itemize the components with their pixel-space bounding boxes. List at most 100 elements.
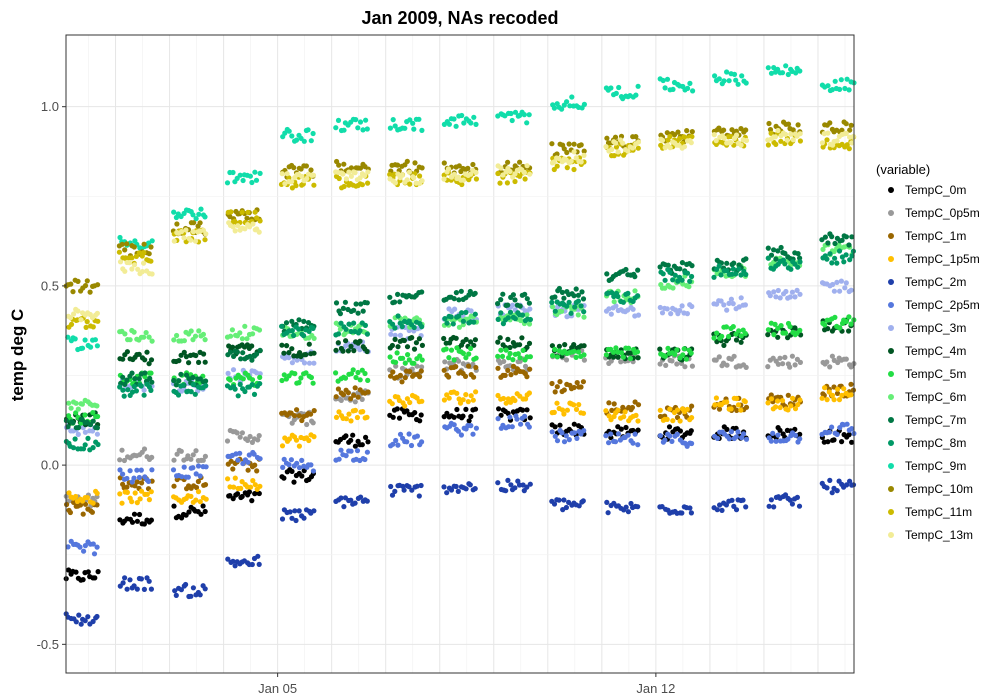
point-TempC_8m (724, 268, 730, 274)
point-TempC_9m (739, 73, 745, 79)
point-TempC_1m (340, 392, 347, 398)
point-TempC_8m (80, 446, 87, 452)
point-TempC_9m (567, 103, 573, 109)
point-TempC_9m (459, 112, 465, 119)
point-TempC_4m (721, 342, 727, 348)
point-TempC_2m (73, 619, 79, 625)
point-TempC_2p5m (615, 431, 622, 437)
point-TempC_5m (249, 377, 256, 383)
point-TempC_9m (724, 69, 730, 75)
point-TempC_2m (358, 494, 364, 500)
point-TempC_1m (606, 400, 612, 406)
point-TempC_7m (775, 248, 781, 254)
legend-key-TempC_3m (888, 325, 894, 331)
point-TempC_2m (249, 561, 255, 568)
point-TempC_5m (394, 350, 400, 356)
point-TempC_8m (549, 299, 555, 305)
point-TempC_5m (142, 374, 148, 380)
point-TempC_9m (240, 177, 246, 184)
point-TempC_8m (364, 331, 370, 337)
point-TempC_7m (296, 317, 302, 323)
point-TempC_7m (731, 260, 737, 266)
point-TempC_9m (471, 114, 477, 120)
point-TempC_2m (679, 510, 685, 516)
point-TempC_8m (306, 328, 312, 334)
legend-label-TempC_13m: TempC_13m (905, 528, 973, 542)
point-TempC_1p5m (508, 399, 514, 405)
point-TempC_1m (291, 413, 298, 419)
point-TempC_0m (230, 496, 236, 502)
point-TempC_5m (517, 355, 523, 361)
point-TempC_2m (127, 577, 133, 583)
point-TempC_1m (230, 466, 236, 472)
point-TempC_2p5m (395, 442, 401, 448)
point-TempC_1p5m (129, 499, 135, 505)
point-TempC_5m (688, 350, 694, 356)
point-TempC_5m (82, 412, 88, 418)
point-TempC_0p5m (359, 396, 365, 402)
point-TempC_0p5m (780, 361, 786, 367)
point-TempC_7m (122, 381, 128, 387)
point-TempC_2m (409, 487, 415, 493)
point-TempC_2m (256, 561, 262, 568)
point-TempC_1p5m (738, 407, 744, 413)
point-TempC_1m (308, 411, 314, 417)
point-TempC_8m (460, 318, 466, 324)
point-TempC_13m (603, 144, 609, 150)
point-TempC_10m (141, 241, 147, 247)
point-TempC_0m (141, 521, 147, 527)
point-TempC_9m (392, 123, 398, 129)
point-TempC_1p5m (354, 414, 360, 421)
point-TempC_0m (454, 406, 460, 413)
point-TempC_5m (355, 369, 361, 376)
point-TempC_1m (513, 370, 519, 376)
point-TempC_5m (848, 321, 854, 327)
point-TempC_4m (733, 337, 740, 343)
point-TempC_2m (76, 612, 82, 618)
point-TempC_2m (719, 507, 725, 513)
point-TempC_4m (517, 342, 523, 348)
point-TempC_1p5m (119, 500, 125, 506)
point-TempC_13m (473, 169, 479, 176)
point-TempC_10m (395, 162, 401, 168)
point-TempC_4m (148, 357, 155, 363)
point-TempC_5m (387, 354, 393, 360)
point-TempC_1p5m (819, 395, 825, 401)
point-TempC_5m (507, 350, 513, 357)
point-TempC_0p5m (188, 456, 194, 462)
point-TempC_8m (847, 257, 853, 263)
point-TempC_1p5m (559, 407, 566, 413)
point-TempC_5m (298, 375, 304, 381)
point-TempC_1p5m (835, 386, 841, 392)
point-TempC_1p5m (132, 490, 138, 496)
point-TempC_9m (473, 121, 479, 127)
point-TempC_0m (85, 569, 91, 575)
point-TempC_2m (723, 502, 730, 508)
point-TempC_9m (779, 70, 786, 76)
point-TempC_8m (120, 387, 126, 393)
point-TempC_13m (284, 171, 290, 177)
point-TempC_10m (581, 148, 587, 154)
point-TempC_9m (257, 170, 263, 176)
legend-label-TempC_0m: TempC_0m (905, 183, 966, 197)
point-TempC_5m (292, 371, 298, 377)
legend-key-TempC_9m (888, 463, 894, 469)
point-TempC_8m (289, 328, 295, 334)
axes: -0.5 0.0 0.5 1.0 Jan 05 Jan 12 (37, 99, 676, 696)
point-TempC_10m (675, 129, 681, 135)
point-TempC_2m (847, 478, 853, 484)
point-TempC_4m (463, 336, 469, 343)
point-TempC_3m (294, 357, 300, 363)
point-TempC_0m (635, 427, 641, 433)
point-TempC_1p5m (454, 390, 460, 396)
point-TempC_8m (301, 333, 307, 339)
point-TempC_0p5m (563, 357, 570, 363)
point-TempC_5m (822, 322, 828, 328)
point-TempC_13m (78, 317, 84, 323)
point-TempC_4m (335, 340, 341, 346)
point-TempC_2p5m (552, 433, 558, 439)
point-TempC_1p5m (573, 406, 580, 412)
point-TempC_8m (472, 311, 478, 317)
point-TempC_1p5m (66, 490, 72, 496)
point-TempC_13m (571, 149, 577, 155)
